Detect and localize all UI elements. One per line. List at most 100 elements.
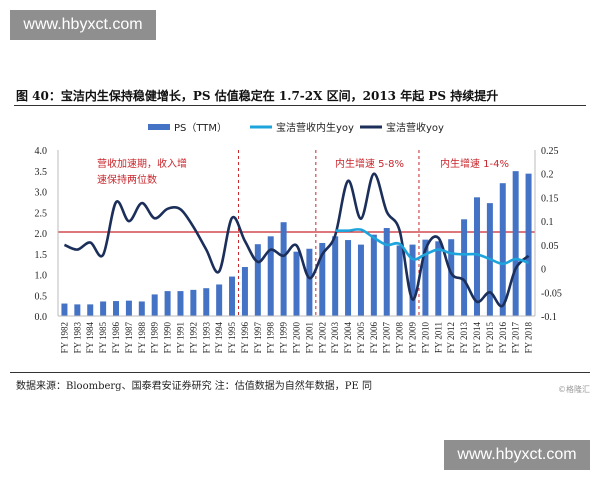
x-tick-label: FY 1993 [201, 322, 211, 354]
legend-label: 宝洁营收内生yoy [276, 121, 354, 134]
x-tick-label: FY 2009 [408, 322, 418, 354]
period-annotation: 速保持两位数 [97, 173, 157, 186]
bar-ps-ttm [409, 244, 416, 316]
left-tick-label: 1.5 [35, 250, 48, 261]
right-tick-label: 0.05 [541, 241, 559, 252]
left-tick-label: 0.0 [35, 312, 48, 323]
bar-ps-ttm [229, 276, 236, 316]
x-tick-label: FY 2003 [330, 322, 340, 354]
x-tick-label: FY 2017 [511, 322, 521, 354]
bar-ps-ttm [87, 304, 94, 316]
bar-ps-ttm [177, 291, 184, 316]
bar-ps-ttm [74, 304, 81, 316]
bar-ps-ttm [473, 197, 480, 316]
x-tick-label: FY 1999 [279, 322, 289, 354]
left-tick-label: 2.0 [35, 229, 48, 240]
x-tick-label: FY 2016 [498, 322, 508, 354]
x-tick-label: FY 1984 [85, 322, 95, 354]
x-tick-label: FY 2010 [420, 322, 430, 354]
source-note: 数据来源：Bloomberg、国泰君安证券研究 注：估值数据为自然年数据，PE … [16, 381, 372, 392]
x-tick-label: FY 1985 [98, 322, 108, 354]
right-tick-label: 0 [541, 265, 546, 276]
bar-ps-ttm [280, 222, 287, 316]
x-tick-label: FY 1982 [59, 322, 69, 353]
bar-ps-ttm [203, 288, 210, 316]
bar-ps-ttm [461, 219, 468, 316]
credit-watermark: ©格隆汇 [558, 385, 590, 394]
bar-ps-ttm [370, 234, 377, 316]
x-tick-label: FY 1989 [150, 322, 160, 354]
x-tick-label: FY 1998 [266, 322, 276, 354]
bar-ps-ttm [267, 236, 274, 316]
x-tick-label: FY 2007 [382, 322, 392, 354]
legend-swatch-bar [148, 124, 170, 130]
bar-ps-ttm [499, 183, 506, 316]
bar-ps-ttm [396, 245, 403, 316]
bar-ps-ttm [306, 248, 313, 316]
title-divider [14, 105, 586, 106]
watermark-top: www.hbyxct.com [10, 10, 156, 40]
x-tick-label: FY 2011 [433, 322, 443, 353]
x-tick-label: FY 1983 [72, 322, 82, 354]
x-tick-label: FY 2012 [446, 322, 456, 353]
right-tick-label: -0.1 [541, 312, 557, 323]
x-tick-label: FY 1986 [111, 322, 121, 354]
x-tick-label: FY 1991 [175, 322, 185, 353]
line-organic-revenue-yoy [335, 228, 529, 266]
figure-title: 图 40：宝洁内生保持稳健增长，PS 估值稳定在 1.7-2X 区间，2013 … [16, 89, 499, 103]
bar-ps-ttm [435, 241, 442, 316]
bar-ps-ttm [138, 301, 145, 316]
x-tick-label: FY 2000 [292, 322, 302, 354]
x-tick-label: FY 1995 [227, 322, 237, 354]
x-tick-label: FY 2001 [304, 322, 314, 353]
x-tick-label: FY 2002 [317, 322, 327, 353]
bar-ps-ttm [241, 267, 248, 316]
x-tick-label: FY 2004 [343, 322, 353, 354]
left-tick-label: 0.5 [35, 291, 48, 302]
bar-ps-ttm [319, 242, 326, 316]
x-tick-label: FY 1992 [188, 322, 198, 353]
bar-ps-ttm [332, 236, 339, 316]
x-tick-label: FY 2013 [459, 322, 469, 354]
x-tick-label: FY 2006 [369, 322, 379, 354]
x-tick-label: FY 1988 [137, 322, 147, 354]
bar-ps-ttm [61, 303, 68, 316]
bar-ps-ttm [383, 228, 390, 316]
legend-label: 宝洁营收yoy [386, 121, 444, 134]
left-tick-label: 1.0 [35, 271, 48, 282]
left-tick-label: 2.5 [35, 208, 48, 219]
watermark-bottom: www.hbyxct.com [444, 440, 590, 470]
period-annotation: 内生增速 5-8% [335, 157, 404, 170]
right-tick-label: 0.15 [541, 193, 559, 204]
left-tick-label: 4.0 [35, 146, 48, 157]
bar-ps-ttm [164, 291, 171, 316]
x-tick-label: FY 2018 [524, 322, 534, 354]
bar-ps-ttm [113, 301, 120, 316]
bar-ps-ttm [254, 244, 261, 316]
line-revenue-yoy [63, 172, 530, 308]
x-tick-label: FY 2008 [395, 322, 405, 354]
bar-ps-ttm [100, 301, 107, 316]
left-tick-label: 3.5 [35, 167, 48, 178]
x-tick-label: FY 1997 [253, 322, 263, 354]
bar-ps-ttm [345, 240, 352, 316]
right-tick-label: 0.25 [541, 146, 559, 157]
period-annotation: 内生增速 1-4% [440, 157, 509, 170]
x-tick-label: FY 2014 [472, 322, 482, 354]
right-tick-label: 0.1 [541, 217, 554, 228]
x-tick-label: FY 1996 [240, 322, 250, 354]
period-annotation: 营收加速期，收入增 [97, 157, 187, 170]
x-tick-label: FY 2005 [356, 322, 366, 354]
legend-label: PS（TTM） [174, 122, 227, 134]
bar-ps-ttm [216, 284, 223, 316]
right-tick-label: 0.2 [541, 170, 554, 181]
bar-ps-ttm [151, 294, 158, 316]
x-tick-label: FY 1994 [214, 322, 224, 354]
legend: PS（TTM） 宝洁营收内生yoy 宝洁营收yoy [148, 121, 444, 134]
x-tick-label: FY 1990 [163, 322, 173, 354]
bar-ps-ttm [525, 173, 532, 316]
x-tick-label: FY 1987 [124, 322, 134, 354]
bar-ps-ttm [422, 239, 429, 316]
bar-ps-ttm [512, 171, 519, 316]
